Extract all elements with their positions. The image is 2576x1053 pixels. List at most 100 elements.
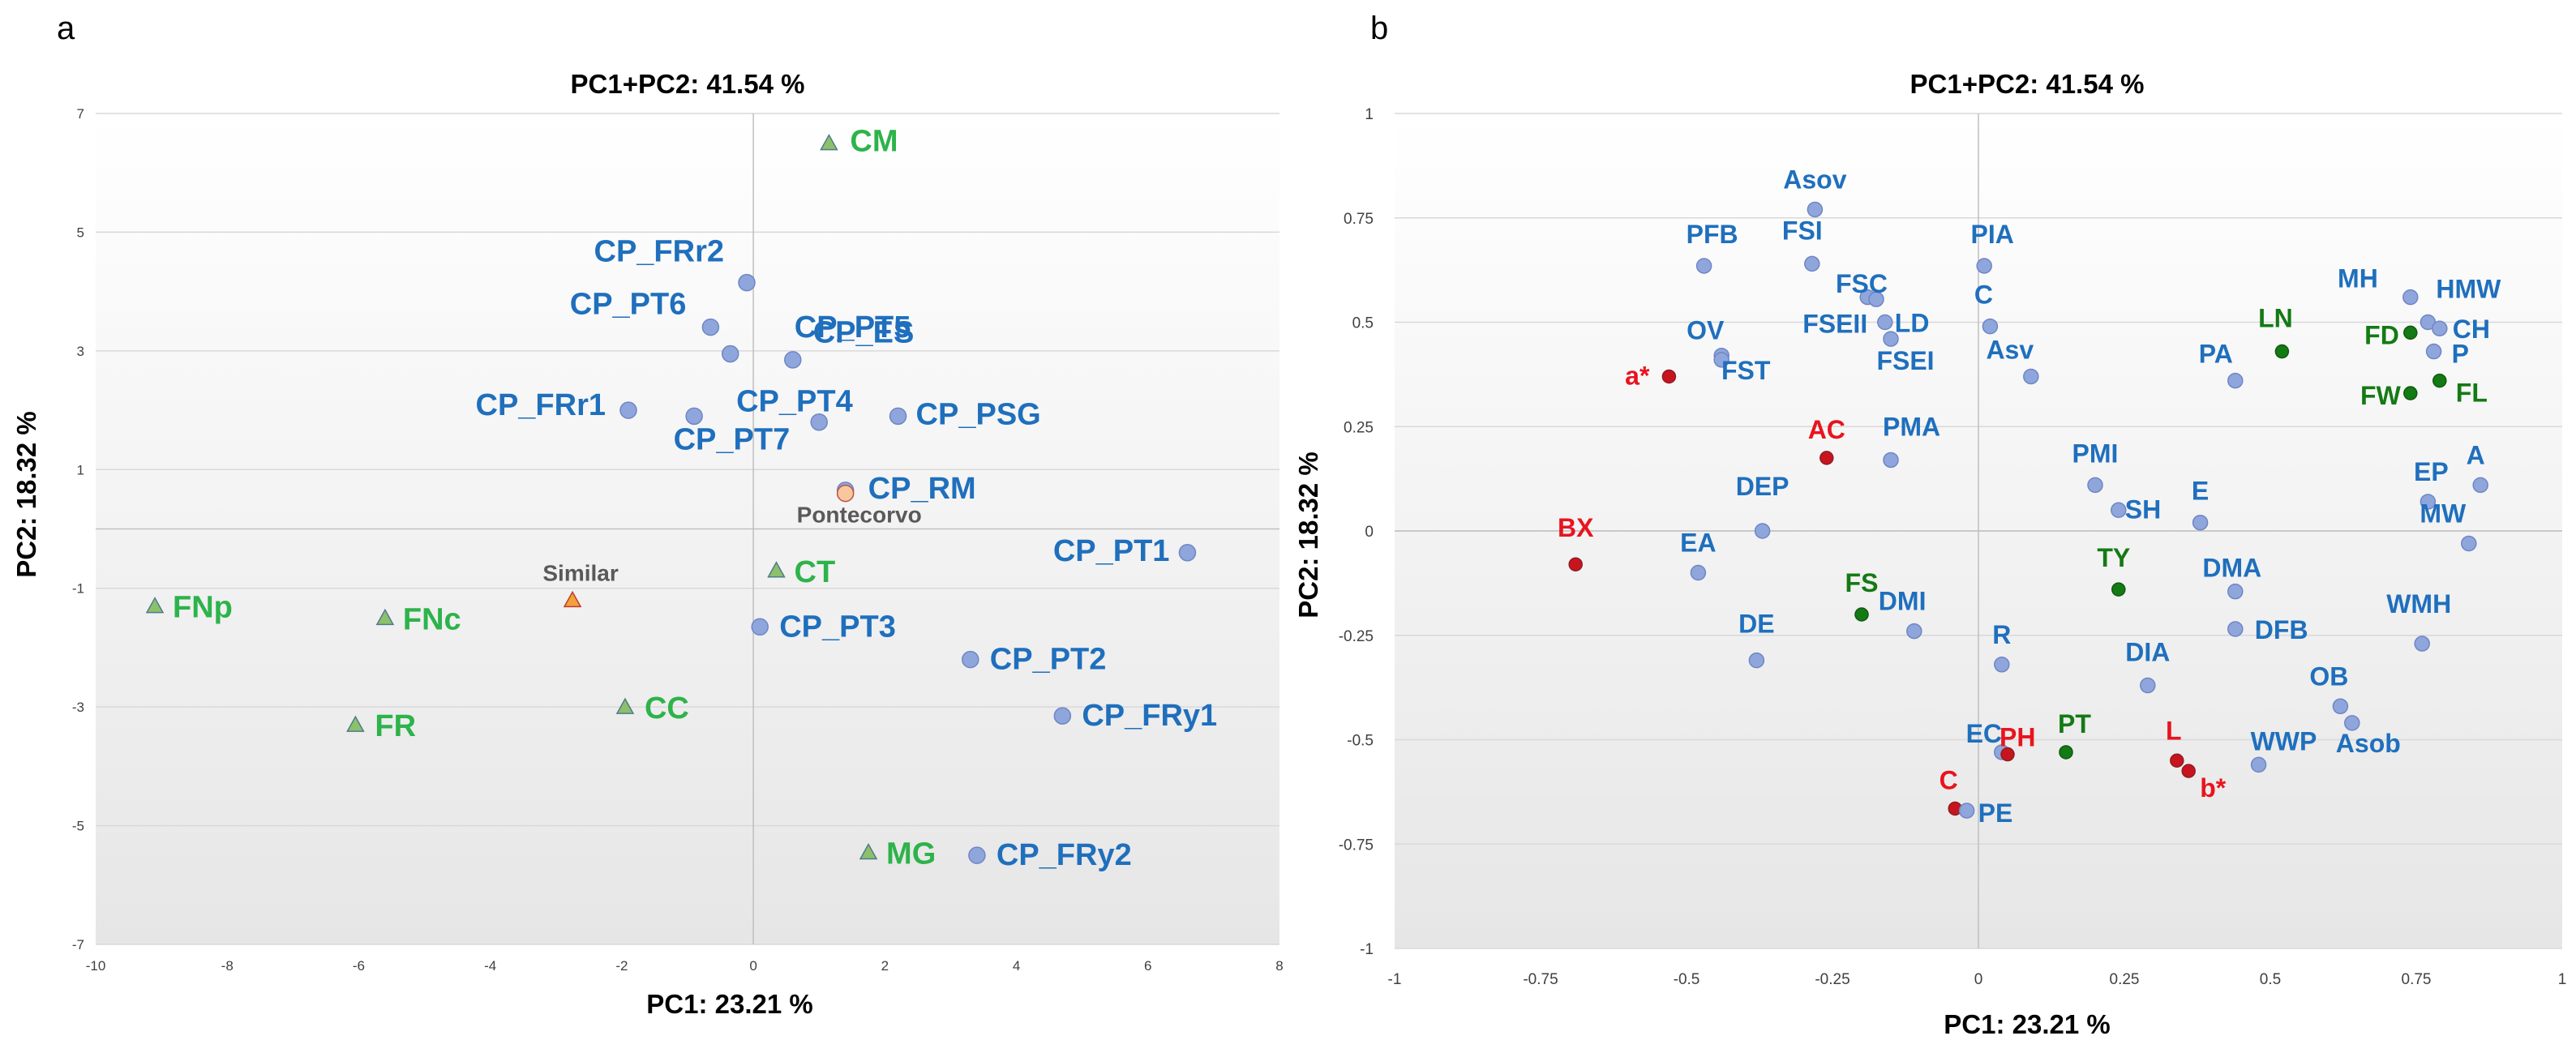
- point-label-cp-frr1: CP_FRr1: [476, 388, 606, 422]
- point-label-fl: FL: [2456, 379, 2488, 408]
- point-marker-asov: [1807, 201, 1824, 218]
- chart-a-title: PC1+PC2: 41.54 %: [571, 69, 805, 99]
- point-marker-ln: [2274, 344, 2290, 359]
- point-label-cp-pt2: CP_PT2: [990, 643, 1107, 677]
- point-label-cm: CM: [850, 125, 898, 159]
- x-tick-label: -4: [484, 958, 496, 974]
- point-marker-wwp: [2250, 756, 2267, 773]
- y-tick-label: -0.25: [1339, 628, 1374, 645]
- point-label-cp-fry2: CP_FRy2: [997, 838, 1132, 872]
- point-marker-fnc: [375, 608, 395, 626]
- point-marker-cp-fry2: [968, 846, 986, 864]
- point-label-mh: MH: [2338, 264, 2378, 293]
- point-label-fr: FR: [375, 709, 416, 743]
- point-label-fnp: FNp: [173, 591, 233, 625]
- point-marker-cp-frr2: [738, 273, 756, 292]
- panel-letter-a: a: [57, 11, 75, 46]
- point-marker-fst: [1713, 352, 1729, 368]
- point-marker-pfb: [1695, 258, 1712, 274]
- y-tick-label: -7: [72, 937, 84, 952]
- point-label-cp-pt3: CP_PT3: [779, 610, 896, 644]
- point-label-a-: a*: [1625, 361, 1650, 390]
- point-marker-cp-fry1: [1053, 707, 1072, 725]
- tick-labels-a: -7 -5 -3 -1 1 3 5 7 -10 -8 -6 -4 -2 0 2 4 6 8: [72, 106, 1284, 974]
- point-label-dma: DMA: [2202, 554, 2261, 583]
- point-label-cp-frr2: CP_FRr2: [594, 235, 725, 269]
- point-marker-cp-pt3: [751, 618, 769, 636]
- point-marker-pmi: [2087, 477, 2103, 494]
- point-label-ph: PH: [2000, 723, 2035, 752]
- point-marker-cp-frr1: [619, 401, 637, 419]
- point-label-fw: FW: [2360, 381, 2402, 410]
- point-label-fsi: FSI: [1782, 216, 1823, 245]
- point-label-fd: FD: [2364, 320, 2399, 349]
- y-tick-label: -0.75: [1339, 837, 1374, 854]
- point-marker-sh: [2111, 502, 2127, 518]
- tick-labels-b: -1 -0.75 -0.5 -0.25 0 0.25 0.5 0.75 1 -1 -0.75 -0.5…: [1339, 106, 2567, 988]
- y-tick-label: -1: [72, 581, 84, 597]
- y-tick-label: 7: [77, 106, 84, 122]
- point-marker-cp-pt4: [685, 407, 703, 426]
- x-tick-label: -6: [353, 958, 365, 974]
- point-marker-fsc: [1868, 291, 1884, 307]
- x-tick-label: 2: [881, 958, 889, 974]
- point-marker-ch: [2432, 320, 2448, 336]
- point-label-r: R: [1992, 620, 2011, 649]
- point-label-wwp: WWP: [2251, 726, 2317, 756]
- x-tick-label: 0.25: [2110, 971, 2140, 988]
- point-marker-cp-pt6: [701, 318, 720, 336]
- point-marker-l: [2170, 753, 2184, 768]
- point-marker-fs: [1854, 607, 1869, 622]
- chart-b-title: PC1+PC2: 41.54 %: [1910, 69, 2145, 99]
- y-tick-label: 1: [77, 462, 84, 477]
- chart-b-ylabel: PC2: 18.32 %: [1293, 452, 1323, 618]
- point-marker-cp-pt2: [962, 650, 979, 669]
- point-label-wmh: WMH: [2386, 589, 2451, 619]
- x-tick-label: 0: [1974, 971, 1983, 988]
- y-tick-label: 3: [77, 344, 84, 359]
- grid-a: [96, 113, 1279, 945]
- point-marker-pe: [1958, 803, 1975, 819]
- x-tick-label: 0.5: [2260, 971, 2281, 988]
- point-label-l: L: [2166, 716, 2182, 745]
- panel-letter-b: b: [1370, 11, 1388, 46]
- point-label-fseii: FSEII: [1802, 310, 1867, 339]
- point-marker-mh: [2402, 289, 2419, 306]
- point-label-c: C: [1940, 765, 1958, 794]
- point-label-ea: EA: [1680, 529, 1716, 558]
- point-label-dmi: DMI: [1879, 587, 1927, 616]
- point-label-cp-pt7: CP_PT7: [674, 423, 791, 457]
- point-label-sh: SH: [2125, 494, 2161, 524]
- y-tick-label: -5: [72, 819, 84, 834]
- x-tick-label: -1: [1388, 971, 1402, 988]
- scatter-chart-b: -1 -0.75 -0.5 -0.25 0 0.25 0.5 0.75 1 -1 -0.75 -0.5…: [1293, 69, 2566, 1039]
- point-label-p: P: [2452, 340, 2469, 369]
- x-tick-label: -2: [615, 958, 628, 974]
- point-marker-fsei: [1883, 331, 1899, 347]
- point-marker-mg: [859, 842, 878, 860]
- x-tick-label: -10: [86, 958, 106, 974]
- point-label-dep: DEP: [1736, 472, 1789, 501]
- point-marker-bx: [1568, 557, 1583, 571]
- point-marker-a-: [1661, 369, 1677, 384]
- point-marker-pia: [1976, 258, 1992, 274]
- point-marker-dfb: [2227, 621, 2244, 637]
- x-tick-label: -0.5: [1674, 971, 1700, 988]
- point-label-asob: Asob: [2336, 729, 2401, 758]
- point-marker-e: [2192, 514, 2209, 531]
- point-marker-mw: [2461, 535, 2477, 552]
- x-tick-label: 6: [1144, 958, 1151, 974]
- point-label-fs: FS: [1845, 568, 1879, 597]
- point-marker-a: [2472, 477, 2488, 494]
- point-marker-fsi: [1804, 255, 1820, 272]
- y-tick-label: 0.75: [1344, 211, 1374, 228]
- point-marker-ct: [767, 561, 786, 578]
- scatter-chart-a: -7 -5 -3 -1 1 3 5 7 -10 -8 -6 -4 -2 0 2 4 6 8 CM CP_FRr2 CP…: [11, 69, 1284, 1019]
- x-tick-label: 1: [2558, 971, 2567, 988]
- point-marker-ac: [1819, 451, 1834, 465]
- point-marker-cp-pt1: [1178, 544, 1197, 562]
- y-tick-label: -0.5: [1347, 733, 1374, 750]
- point-label-pfb: PFB: [1687, 220, 1738, 249]
